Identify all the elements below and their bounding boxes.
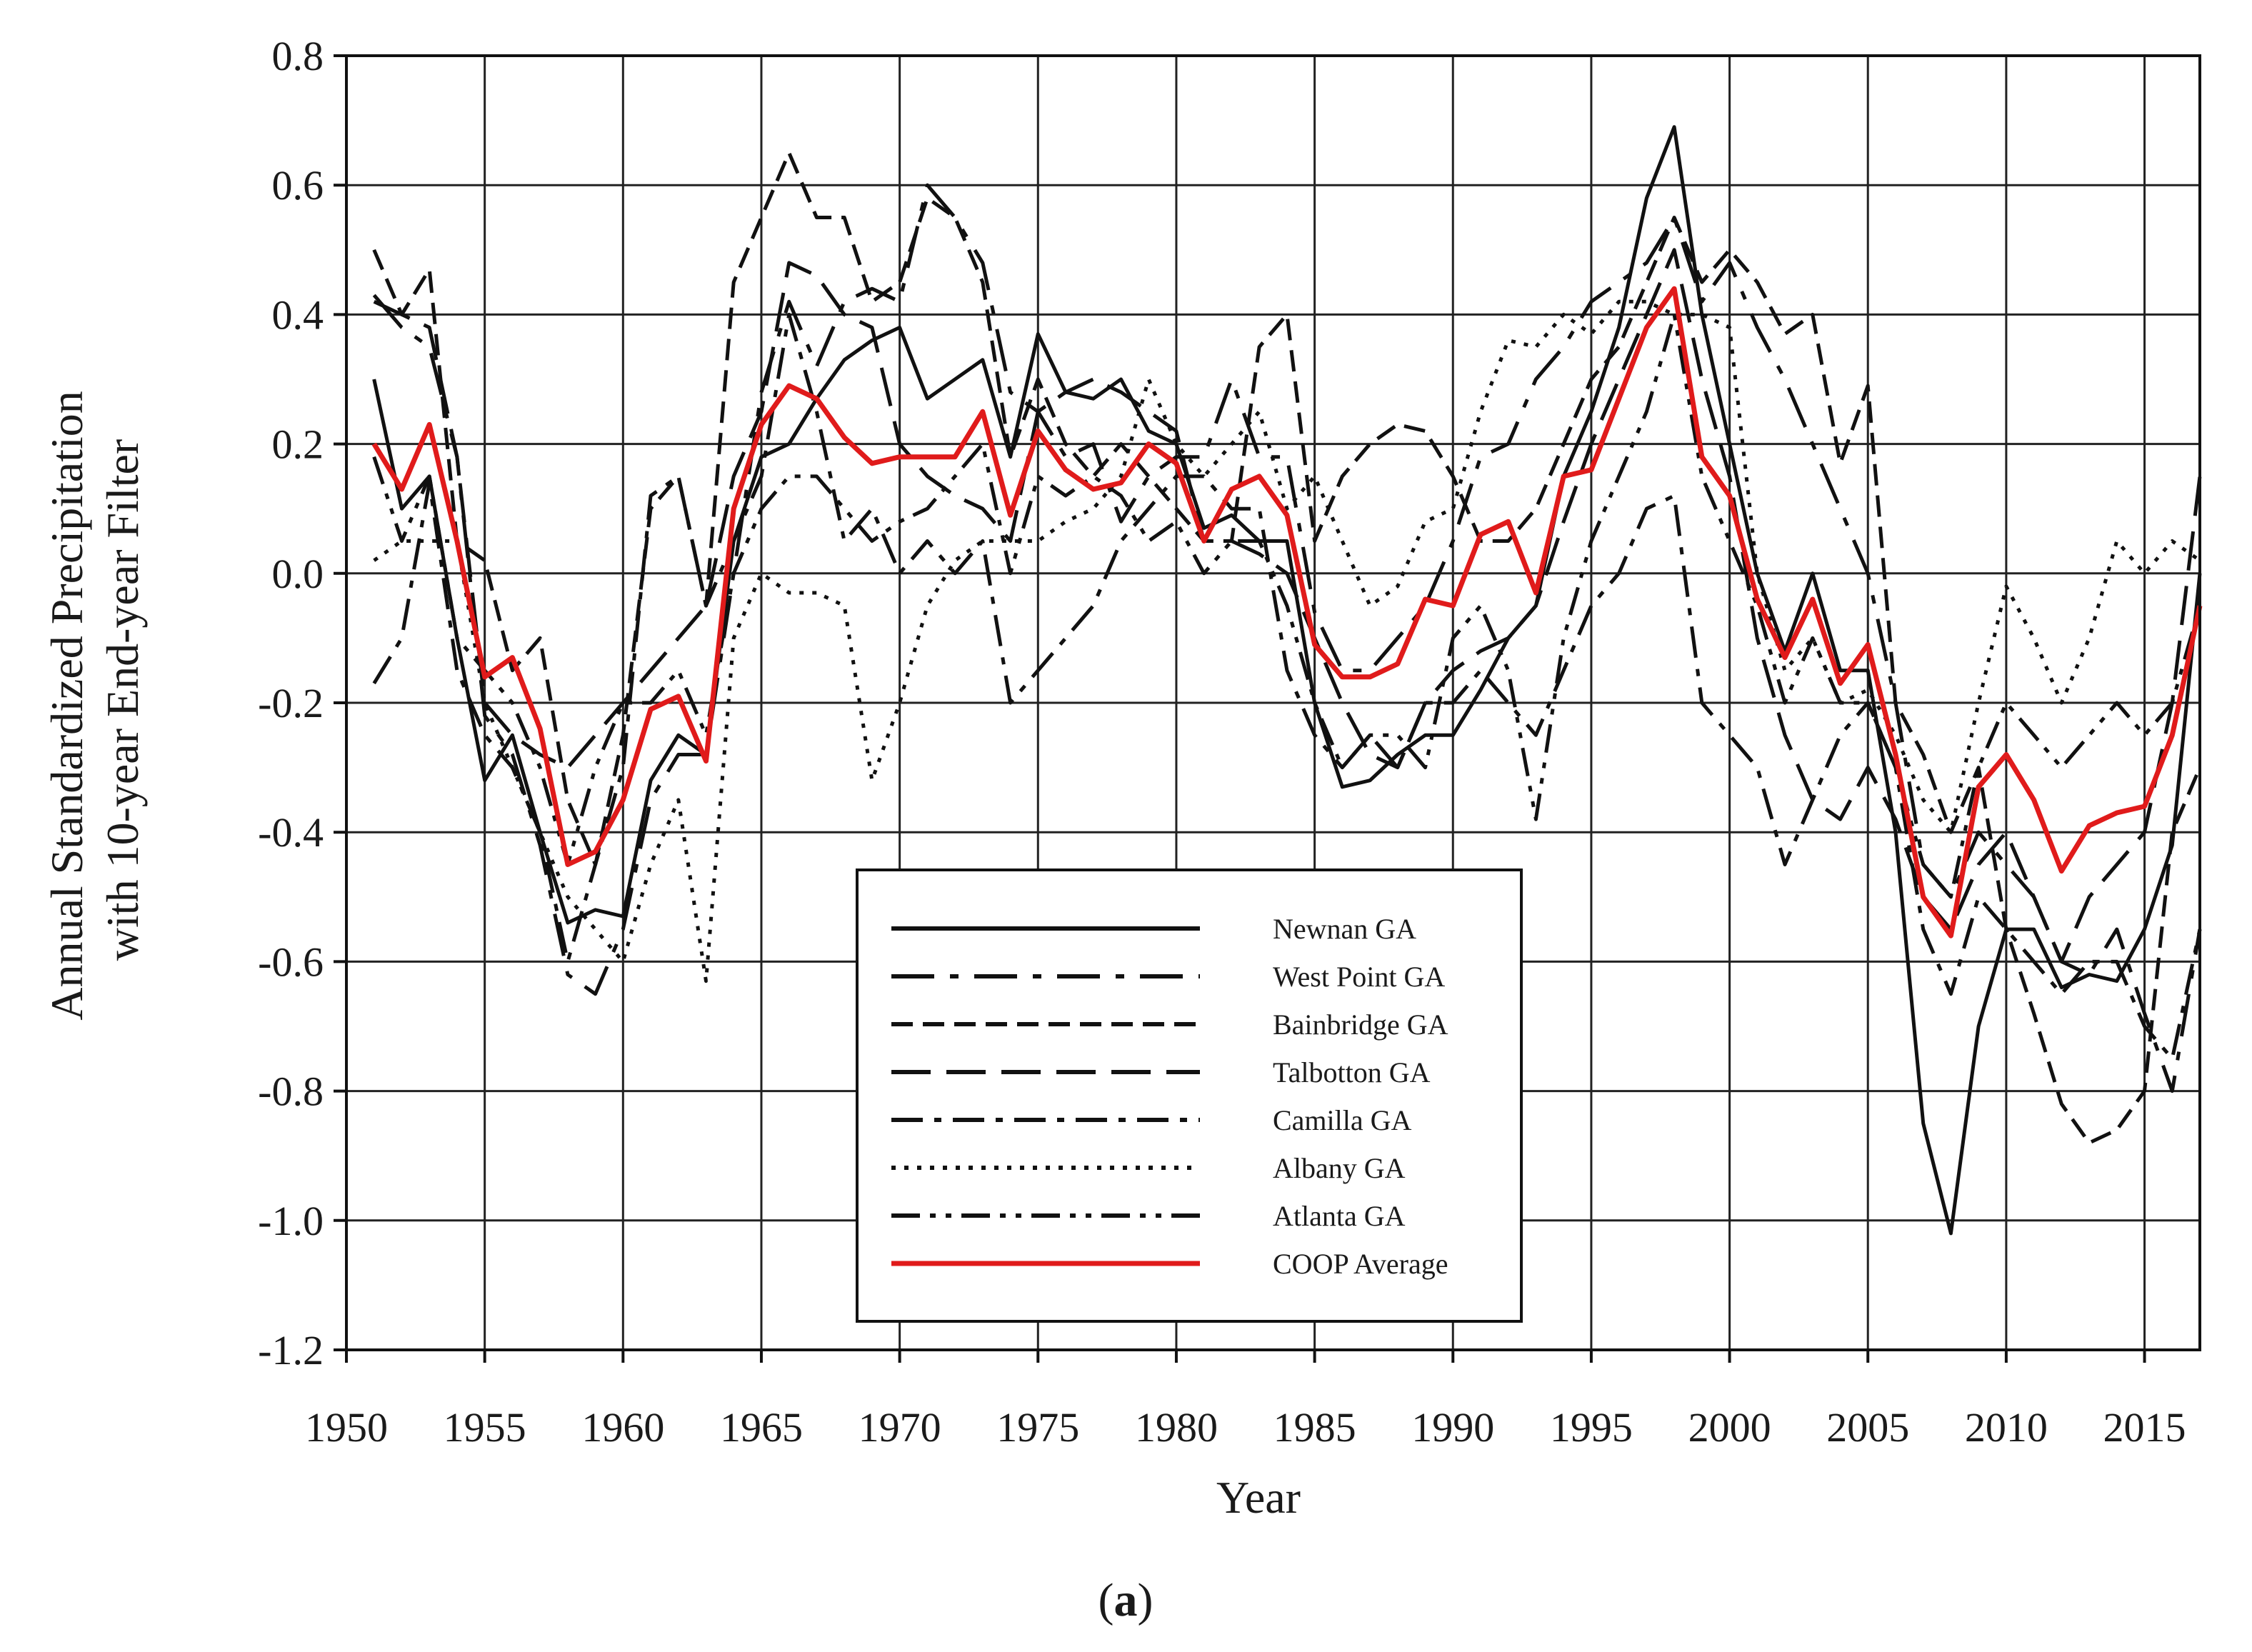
- panel-label-close: ): [1138, 1574, 1153, 1626]
- y-axis-title-line-1: Annual Standardized Precipitation: [41, 391, 92, 1021]
- y-tick-label: -1.0: [258, 1198, 324, 1244]
- legend-label-newnan-ga: Newnan GA: [1273, 913, 1416, 945]
- y-tick-label: -0.8: [258, 1068, 324, 1115]
- y-axis-title: Annual Standardized Precipitation with 1…: [41, 379, 148, 1021]
- x-axis-title: Year: [1216, 1472, 1301, 1523]
- y-tick-label: 0.6: [272, 162, 324, 209]
- series-line-newnan-ga: [372, 125, 2202, 1236]
- y-tick-label: -0.2: [258, 680, 324, 726]
- series-line-albany-ga: [373, 299, 2201, 983]
- legend-label-coop-average: COOP Average: [1273, 1248, 1448, 1280]
- x-axis: 1950 1955 1960 1965 1970 1975 1980 1985 1990 1995…: [305, 1350, 2186, 1451]
- legend-label-camilla-ga: Camilla GA: [1273, 1104, 1412, 1136]
- series-line-talbotton-ga: [373, 248, 2202, 963]
- y-tick-label: -0.6: [258, 938, 324, 985]
- series-line-atlanta-ga: [372, 312, 2202, 899]
- y-tick-label: 0.8: [272, 33, 324, 79]
- panel-label-letter: a: [1114, 1574, 1138, 1626]
- x-tick-label: 1965: [720, 1404, 803, 1451]
- y-axis-title-line-2: with 10-year End-year Filter: [97, 439, 148, 961]
- legend-label-atlanta-ga: Atlanta GA: [1273, 1200, 1406, 1232]
- x-tick-label: 2000: [1688, 1404, 1771, 1451]
- legend-label-talbotton-ga: Talbotton GA: [1273, 1056, 1431, 1088]
- x-tick-label: 1955: [444, 1404, 526, 1451]
- x-tick-label: 1985: [1273, 1404, 1356, 1451]
- legend-label-albany-ga: Albany GA: [1273, 1152, 1406, 1184]
- x-tick-label: 2010: [1965, 1404, 2048, 1451]
- x-tick-label: 1960: [581, 1404, 664, 1451]
- legend: Newnan GA West Point GA Bainbridge GA Talbo…: [856, 868, 1523, 1323]
- y-tick-label: -1.2: [258, 1327, 324, 1373]
- x-tick-label: 1990: [1411, 1404, 1494, 1451]
- y-tick-label: 0.0: [272, 551, 324, 597]
- x-tick-label: 2015: [2103, 1404, 2186, 1451]
- legend-label-west-point-ga: West Point GA: [1273, 961, 1445, 993]
- series-line-coop-average: [371, 286, 2203, 938]
- x-tick-label: 1950: [305, 1404, 388, 1451]
- y-tick-label: 0.2: [272, 421, 324, 468]
- legend-box: [856, 868, 1523, 1323]
- x-tick-label: 1980: [1135, 1404, 1218, 1451]
- y-axis: -1.2 -1.0 -0.8 -0.6 -0.4 -0.2 0.0 0.2 0.4 0.6 0.8: [258, 33, 346, 1373]
- x-tick-label: 1975: [996, 1404, 1079, 1451]
- y-tick-label: -0.4: [258, 809, 324, 856]
- x-tick-label: 1995: [1550, 1404, 1633, 1451]
- series-layer: [371, 125, 2203, 1236]
- series-line-bainbridge-ga: [372, 151, 2202, 1145]
- x-tick-label: 2005: [1826, 1404, 1909, 1451]
- legend-label-bainbridge-ga: Bainbridge GA: [1273, 1008, 1448, 1041]
- x-tick-label: 1970: [859, 1404, 941, 1451]
- panel-label: (a): [1099, 1574, 1153, 1626]
- panel-label-open: (: [1099, 1574, 1114, 1626]
- y-tick-label: 0.4: [272, 291, 324, 338]
